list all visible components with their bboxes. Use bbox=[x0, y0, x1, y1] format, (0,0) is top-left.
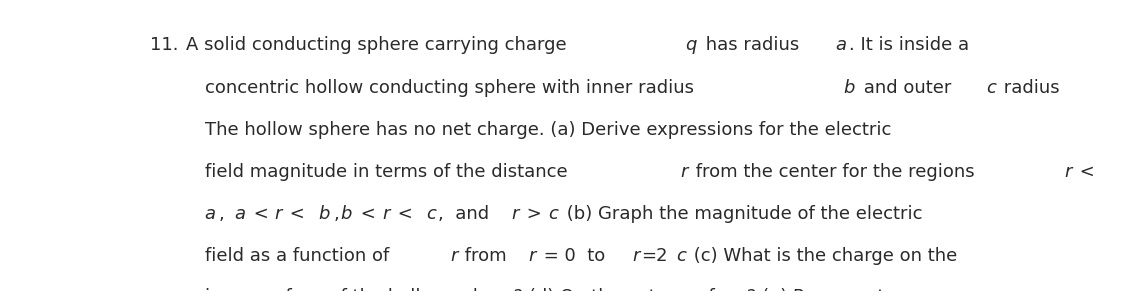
Text: has radius: has radius bbox=[700, 36, 804, 54]
Text: a: a bbox=[205, 205, 216, 223]
Text: <: < bbox=[356, 205, 376, 223]
Text: c: c bbox=[425, 205, 435, 223]
Text: r: r bbox=[382, 205, 389, 223]
Text: =2: =2 bbox=[641, 247, 668, 265]
Text: c: c bbox=[676, 247, 685, 265]
Text: r: r bbox=[450, 247, 457, 265]
Text: r: r bbox=[274, 205, 282, 223]
Text: A solid conducting sphere carrying charge: A solid conducting sphere carrying charg… bbox=[187, 36, 573, 54]
Text: and outer: and outer bbox=[858, 79, 957, 97]
Text: a: a bbox=[835, 36, 846, 54]
Text: b: b bbox=[843, 79, 855, 97]
Text: ,: , bbox=[333, 205, 339, 223]
Text: r: r bbox=[529, 247, 536, 265]
Text: c: c bbox=[548, 205, 558, 223]
Text: b: b bbox=[318, 205, 330, 223]
Text: <: < bbox=[248, 205, 269, 223]
Text: concentric hollow conducting sphere with inner radius: concentric hollow conducting sphere with… bbox=[205, 79, 700, 97]
Text: <: < bbox=[285, 205, 310, 223]
Text: field magnitude in terms of the distance: field magnitude in terms of the distance bbox=[205, 163, 573, 181]
Text: . It is inside a: . It is inside a bbox=[849, 36, 970, 54]
Text: a: a bbox=[234, 205, 245, 223]
Text: >: > bbox=[521, 205, 542, 223]
Text: r: r bbox=[632, 247, 639, 265]
Text: The hollow sphere has no net charge. (a) Derive expressions for the electric: The hollow sphere has no net charge. (a)… bbox=[205, 121, 891, 139]
Text: q: q bbox=[685, 36, 696, 54]
Text: from the center for the regions: from the center for the regions bbox=[690, 163, 980, 181]
Text: radius: radius bbox=[999, 79, 1060, 97]
Text: r: r bbox=[512, 205, 520, 223]
Text: inner surface of the hollow sphere? (d) On the outer surface? (e) Represent: inner surface of the hollow sphere? (d) … bbox=[205, 288, 884, 291]
Text: <: < bbox=[1073, 163, 1095, 181]
Text: r: r bbox=[681, 163, 687, 181]
Text: ,: , bbox=[219, 205, 231, 223]
Text: field as a function of: field as a function of bbox=[205, 247, 395, 265]
Text: r: r bbox=[1064, 163, 1072, 181]
Text: b: b bbox=[341, 205, 352, 223]
Text: from: from bbox=[459, 247, 513, 265]
Text: (b) Graph the magnitude of the electric: (b) Graph the magnitude of the electric bbox=[561, 205, 922, 223]
Text: ,  and: , and bbox=[439, 205, 495, 223]
Text: 11.: 11. bbox=[150, 36, 178, 54]
Text: = 0  to: = 0 to bbox=[538, 247, 611, 265]
Text: <: < bbox=[392, 205, 418, 223]
Text: c: c bbox=[986, 79, 996, 97]
Text: (c) What is the charge on the: (c) What is the charge on the bbox=[688, 247, 957, 265]
